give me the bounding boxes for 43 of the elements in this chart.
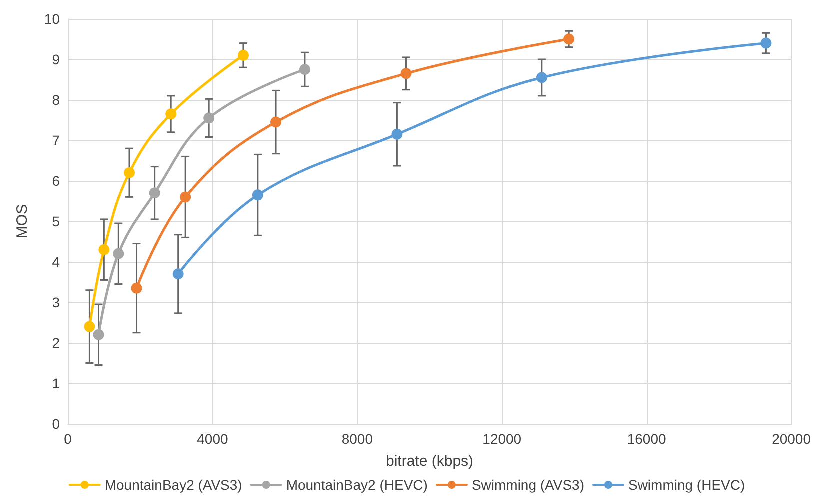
point xyxy=(180,192,192,203)
point xyxy=(113,248,124,260)
y-axis-title: MOS xyxy=(14,204,31,239)
point xyxy=(98,244,110,256)
y-tick-label: 1 xyxy=(52,376,60,392)
point xyxy=(252,190,264,201)
point xyxy=(149,188,160,199)
point xyxy=(166,108,177,120)
point xyxy=(400,68,412,80)
x-tick-label: 8000 xyxy=(342,431,374,447)
point xyxy=(124,167,135,178)
point xyxy=(536,72,548,84)
point xyxy=(238,50,249,61)
y-tick-label: 9 xyxy=(52,52,60,68)
point xyxy=(84,321,96,332)
x-axis-title: bitrate (kbps) xyxy=(386,453,474,470)
legend-label: MountainBay2 (AVS3) xyxy=(104,477,242,493)
legend-label: Swimming (HEVC) xyxy=(628,477,746,493)
point xyxy=(760,38,772,49)
y-tick-label: 3 xyxy=(52,294,60,310)
point xyxy=(392,128,403,140)
x-tick-label: 16000 xyxy=(627,431,667,447)
point xyxy=(93,329,104,340)
y-tick-label: 0 xyxy=(52,416,60,432)
y-tick-label: 6 xyxy=(52,173,60,189)
legend-label: MountainBay2 (HEVC) xyxy=(286,477,428,493)
y-tick-label: 5 xyxy=(52,214,60,230)
y-tick-label: 2 xyxy=(52,335,60,351)
x-tick-label: 12000 xyxy=(482,431,522,447)
y-tick-label: 4 xyxy=(52,254,60,270)
point xyxy=(204,112,215,124)
x-tick-label: 20000 xyxy=(772,431,812,447)
x-tick-label: 0 xyxy=(64,431,72,447)
y-tick-label: 10 xyxy=(44,11,60,27)
point xyxy=(564,34,575,45)
point xyxy=(270,116,282,128)
y-tick-label: 7 xyxy=(52,132,60,148)
point xyxy=(172,268,184,280)
point xyxy=(131,282,142,294)
point xyxy=(299,64,310,76)
legend-label: Swimming (AVS3) xyxy=(472,477,584,493)
y-tick-label: 8 xyxy=(52,92,60,108)
x-tick-label: 4000 xyxy=(197,431,228,447)
